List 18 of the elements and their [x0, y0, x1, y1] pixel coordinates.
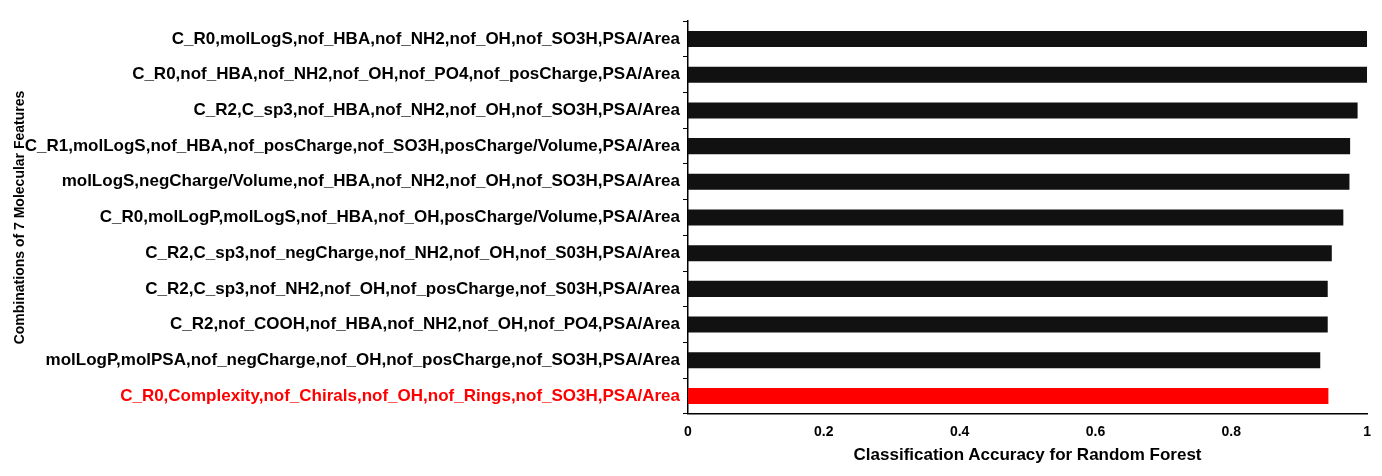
- x-tick-label: 0.4: [949, 423, 970, 440]
- x-tick-label: 1: [1363, 423, 1372, 440]
- y-tick-label: molLogP,molPSA,nof_negCharge,nof_OH,nof_posCharge,nof_SO3H,PSA/Area: [45, 349, 681, 369]
- y-tick-label: C_R0,nof_HBA,nof_NH2,nof_OH,nof_PO4,nof_posCharge,PSA/Area: [132, 64, 681, 84]
- x-tick-label: 0.2: [814, 423, 834, 440]
- x-tick-label: 0.8: [1221, 423, 1242, 440]
- y-tick-label: C_R2,C_sp3,nof_HBA,nof_NH2,nof_OH,nof_SO3H,PSA/Area: [193, 100, 681, 120]
- y-tick-label: C_R2,C_sp3,nof_NH2,nof_OH,nof_posCharge,nof_S03H,PSA/Area: [145, 278, 681, 298]
- y-tick-label: C_R0,Complexity,nof_Chirals,nof_OH,nof_Rings,nof_SO3H,PSA/Area: [120, 385, 681, 405]
- y-tick-label: C_R2,C_sp3,nof_negCharge,nof_NH2,nof_OH,nof_S03H,PSA/Area: [145, 242, 681, 262]
- y-tick-label: C_R2,nof_COOH,nof_HBA,nof_NH2,nof_OH,nof_PO4,PSA/Area: [169, 314, 681, 334]
- y-tick-label: C_R1,molLogS,nof_HBA,nof_posCharge,nof_SO3H,posCharge/Volume,PSA/Area: [24, 135, 681, 155]
- x-axis-title: Classification Accuracy for Random Forest: [853, 445, 1202, 465]
- y-tick-label: molLogS,negCharge/Volume,nof_HBA,nof_NH2,nof_OH,nof_SO3H,PSA/Area: [61, 171, 681, 191]
- x-tick-label: 0.6: [1085, 423, 1106, 440]
- y-tick-label: C_R0,molLogS,nof_HBA,nof_NH2,nof_OH,nof_SO3H,PSA/Area: [171, 28, 681, 48]
- x-tick-label: 0: [684, 423, 693, 440]
- y-tick-label: C_R0,molLogP,molLogS,nof_HBA,nof_OH,posCharge/Volume,PSA/Area: [99, 207, 681, 227]
